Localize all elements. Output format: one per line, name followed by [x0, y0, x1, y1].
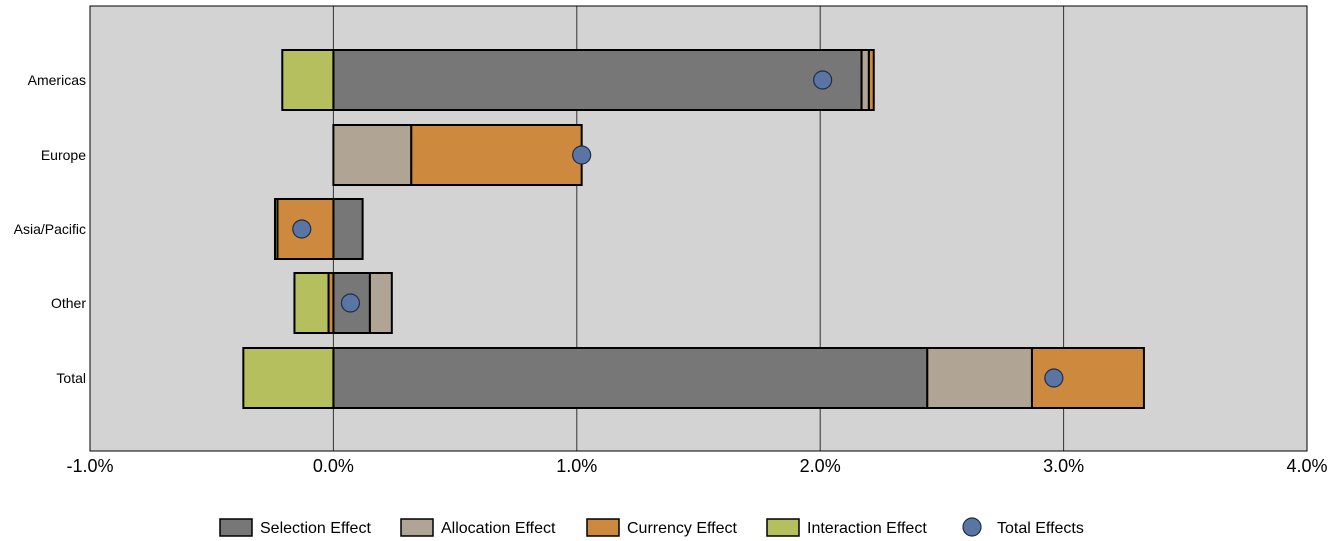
bar-asia-pacific-interaction-effect: [273, 198, 279, 260]
x-tick-labels: -1.0% 0.0% 1.0% 2.0% 3.0% 4.0%: [66, 456, 1327, 476]
category-label-total: Total: [56, 370, 86, 386]
legend-item-total-effects: Total Effects: [962, 517, 1084, 537]
x-tick-label: 3.0%: [1043, 456, 1084, 476]
x-tick-label: 4.0%: [1286, 456, 1327, 476]
bar-total-allocation-effect: [926, 347, 1033, 409]
legend-item-allocation-effect: Allocation Effect: [400, 518, 556, 537]
total-effect-marker-other: [340, 293, 361, 313]
legend-swatch: [400, 518, 434, 537]
legend-label: Selection Effect: [260, 520, 371, 537]
x-tick-label: -1.0%: [66, 456, 113, 476]
category-labels: Americas Europe Asia/Pacific Other Total: [14, 72, 87, 386]
plot-border: [89, 5, 1308, 452]
bar-europe-allocation-effect: [332, 124, 413, 186]
legend-swatch: [766, 518, 800, 537]
total-effect-marker-americas: [813, 70, 833, 90]
legend-label: Currency Effect: [627, 520, 738, 537]
bars: [242, 49, 1145, 409]
x-tick-label: 1.0%: [556, 456, 597, 476]
bar-americas-interaction-effect: [281, 49, 335, 111]
x-tick-label: 2.0%: [800, 456, 841, 476]
bar-americas-selection-effect: [332, 49, 863, 111]
total-effect-marker-asia-pacific: [292, 219, 312, 239]
bar-americas-currency-effect: [867, 49, 875, 111]
legend: Selection Effect Allocation Effect Currenc…: [219, 517, 1084, 537]
legend-swatch: [219, 518, 253, 537]
bar-other-interaction-effect: [293, 272, 330, 334]
legend-label: Interaction Effect: [807, 520, 927, 537]
x-tick-label: 0.0%: [313, 456, 354, 476]
category-label-asia-pacific: Asia/Pacific: [14, 221, 86, 237]
legend-item-interaction-effect: Interaction Effect: [766, 518, 927, 537]
category-label-other: Other: [51, 295, 86, 311]
category-label-americas: Americas: [28, 72, 86, 88]
bar-other-allocation-effect: [368, 272, 393, 334]
legend-label: Total Effects: [997, 520, 1084, 537]
bar-europe-currency-effect: [410, 124, 583, 186]
bar-asia-pacific-selection-effect: [332, 198, 364, 260]
legend-item-currency-effect: Currency Effect: [586, 518, 738, 537]
total-effect-marker-europe: [572, 145, 592, 165]
legend-swatch: [962, 517, 982, 537]
bar-total-interaction-effect: [242, 347, 335, 409]
legend-swatch: [586, 518, 620, 537]
bar-americas-allocation-effect: [860, 49, 870, 111]
total-effect-marker-total: [1044, 368, 1064, 388]
category-label-europe: Europe: [41, 147, 86, 163]
legend-label: Allocation Effect: [441, 520, 556, 537]
total-effect-markers: [292, 70, 1064, 388]
legend-item-selection-effect: Selection Effect: [219, 518, 371, 537]
bar-total-selection-effect: [332, 347, 929, 409]
